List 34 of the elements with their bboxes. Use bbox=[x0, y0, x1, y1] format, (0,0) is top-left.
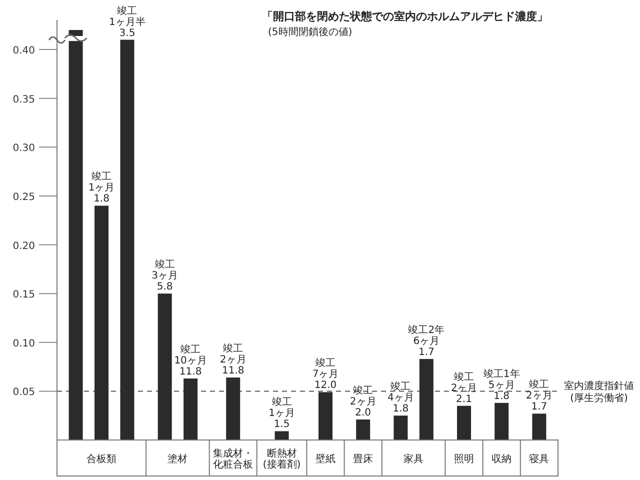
y-tick-label: 0.05 bbox=[12, 387, 35, 398]
y-tick-label: 0.40 bbox=[12, 46, 35, 57]
x-tick-label: 合板類 bbox=[86, 453, 117, 465]
data-label: 竣工3ヶ月 5.8 bbox=[152, 258, 178, 293]
x-tick-label: 寝具 bbox=[529, 453, 550, 465]
x-tick-label: 照明 bbox=[454, 454, 474, 465]
x-tick-label: 収納 bbox=[492, 453, 512, 465]
data-label: 竣工1ヶ月 1.5 bbox=[268, 396, 295, 430]
chart-subtitle: (5時間閉鎖後の値) bbox=[268, 26, 352, 38]
ref-line-label: 室内濃度指針値(厚生労働省) bbox=[564, 380, 634, 404]
data-label: 竣工2ヶ月 2.1 bbox=[450, 370, 478, 405]
x-tick-label: 壁紙 bbox=[316, 453, 336, 465]
x-tick-label: 塗材 bbox=[168, 453, 188, 465]
data-label: 竣工1ヶ月 1.8 bbox=[88, 170, 115, 205]
x-tick-label: 畳床 bbox=[353, 453, 374, 465]
data-label: 竣工2ヶ月 1.7 bbox=[526, 378, 552, 413]
data-label: 竣工2ヶ月 11.8 bbox=[220, 342, 246, 377]
x-tick-label: 集成材・化粧合板 bbox=[213, 448, 254, 470]
y-tick-label: 0.10 bbox=[12, 338, 35, 350]
chart-title: 「開口部を閉めた状態での室内のホルムアルデヒド濃度」 bbox=[262, 10, 548, 23]
data-label: 竣工2年6ヶ月 1.7 bbox=[408, 324, 445, 358]
data-label: 竣工2ヶ月 2.0 bbox=[350, 384, 376, 418]
y-tick-label: 0.35 bbox=[12, 94, 35, 106]
x-tick-label: 断熱材(接着剤) bbox=[262, 448, 301, 470]
data-label: 竣工4ヶ月 1.8 bbox=[388, 380, 414, 415]
y-tick-label: 0.25 bbox=[12, 192, 35, 203]
data-label: 竣工1ヶ月半 3.5 bbox=[109, 4, 146, 39]
x-tick-label: 家具 bbox=[404, 453, 424, 465]
data-label: 竣工1年5ヶ月 1.8 bbox=[483, 368, 520, 402]
y-tick-label: 0.20 bbox=[12, 240, 35, 252]
y-tick-label: 0.15 bbox=[12, 290, 35, 301]
y-tick-label: 0.30 bbox=[12, 143, 35, 154]
data-label: 竣工10ヶ月 11.8 bbox=[174, 344, 207, 378]
data-label: 竣工7ヶ月 12.0 bbox=[312, 357, 339, 392]
